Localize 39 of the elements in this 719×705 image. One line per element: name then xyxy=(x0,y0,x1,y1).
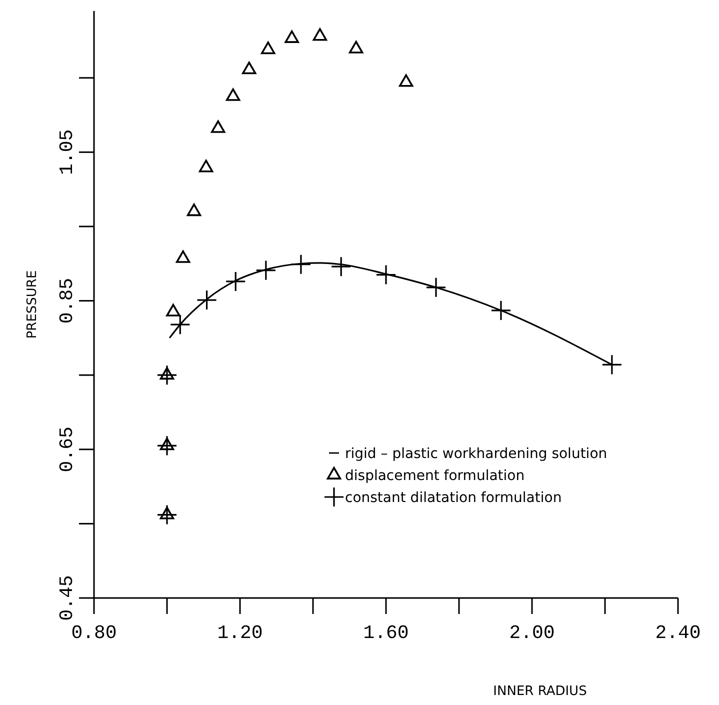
point xyxy=(398,74,414,87)
point xyxy=(160,367,174,380)
y-tick-label: 0.45 xyxy=(56,575,78,621)
y-tick-label: 0.65 xyxy=(56,426,78,472)
point xyxy=(156,435,178,456)
point xyxy=(312,28,328,41)
y-tick-label: 0.85 xyxy=(56,278,78,324)
point xyxy=(170,314,190,335)
point xyxy=(256,260,276,281)
y-tick-label: 1.05 xyxy=(56,129,78,175)
x-tick-label: 2.00 xyxy=(509,622,555,644)
point xyxy=(196,290,218,310)
point xyxy=(226,88,240,101)
x-tick-label: 1.20 xyxy=(217,622,263,644)
point xyxy=(211,120,226,133)
legend-label: constant dilatation formulation xyxy=(345,490,562,506)
point xyxy=(198,160,214,172)
x-tick-label: 1.60 xyxy=(363,622,409,644)
legend-label: displacement formulation xyxy=(345,468,525,484)
point xyxy=(176,250,190,263)
point xyxy=(225,271,246,292)
point xyxy=(376,264,396,286)
point xyxy=(156,364,178,386)
x-tick-label: 0.80 xyxy=(71,622,117,644)
x-tick-label: 2.40 xyxy=(655,622,701,644)
point xyxy=(261,42,276,54)
point xyxy=(330,256,352,277)
point xyxy=(426,277,446,298)
point xyxy=(602,354,622,375)
y-axis-title: PRESSURE xyxy=(25,270,40,339)
point xyxy=(186,204,202,216)
x-axis-title: INNER RADIUS xyxy=(493,684,587,699)
point xyxy=(490,300,512,321)
point xyxy=(290,254,312,275)
point xyxy=(348,40,364,54)
legend-label: rigid – plastic workhardening solution xyxy=(345,446,608,462)
point xyxy=(284,30,299,43)
point xyxy=(166,304,180,316)
point xyxy=(242,62,256,74)
